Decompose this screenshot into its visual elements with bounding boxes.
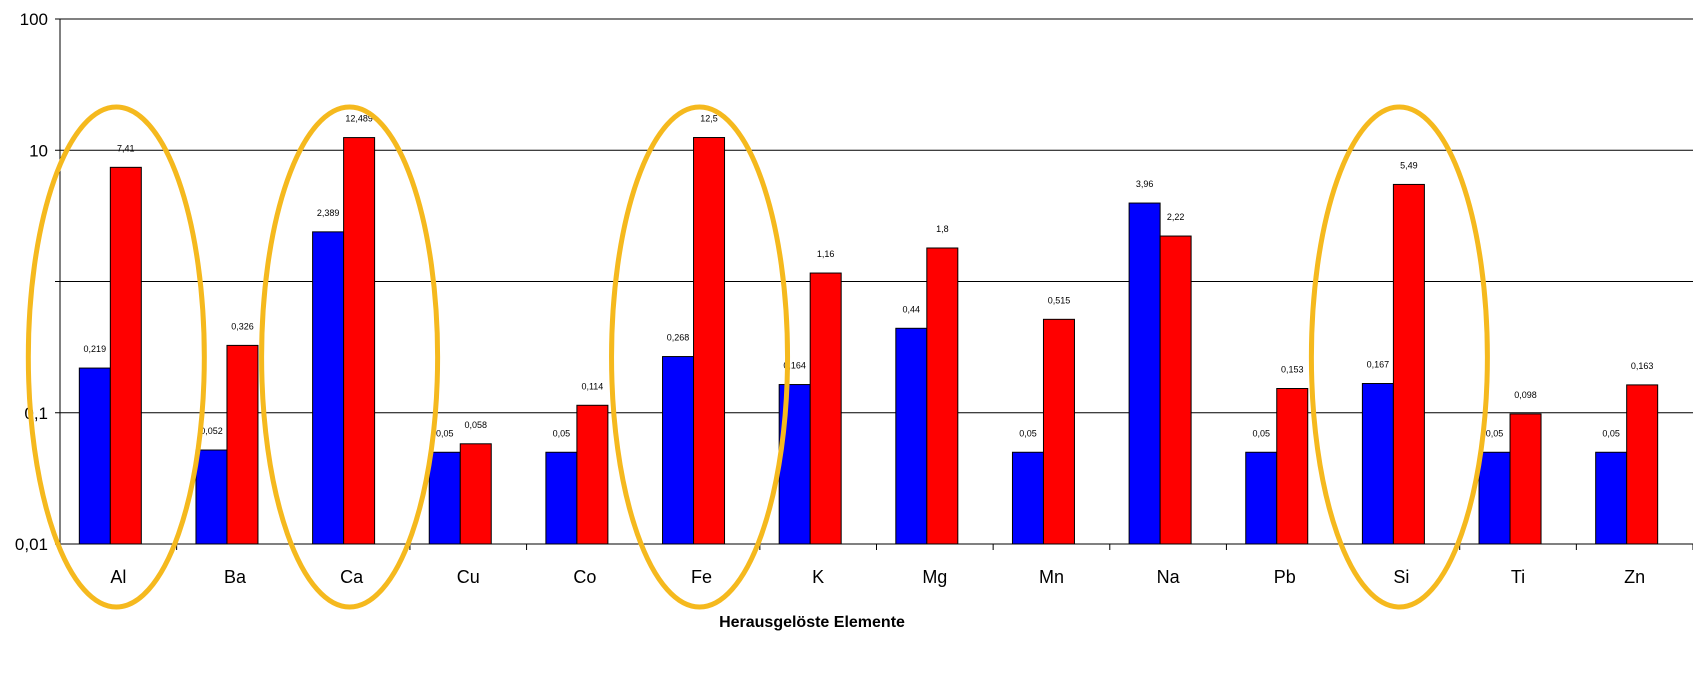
bar-value-label: 0,515 [1048,295,1071,305]
bar-value-label: 7,41 [117,143,135,153]
x-tick-label: Mg [922,567,947,587]
data-labels: 0,219 7,41 0,052 0,326 2,389 12,489 0,05 0,058 0… [84,114,1654,439]
bar-value-label: 1,8 [936,224,949,234]
bar-value-label: 0,219 [84,344,107,354]
bar [109,166,142,545]
bar [1392,183,1425,545]
y-tick-label: 0,01 [15,535,48,554]
bar-value-label: 5,49 [1400,160,1418,170]
bars [78,137,1659,545]
bar-value-label: 2,389 [317,208,340,218]
bar-value-label: 0,268 [667,333,690,343]
bar-value-label: 0,114 [581,381,603,391]
bar [1361,383,1394,545]
x-tick-label: Al [110,567,126,587]
bar [78,367,111,545]
bar-value-label: 0,164 [783,361,806,371]
x-tick-label: Mn [1039,567,1064,587]
bar-value-label: 0,167 [1367,360,1390,370]
bar-value-label: 2,22 [1167,212,1185,222]
bar [312,231,345,545]
x-tick-label: Co [573,567,596,587]
bar [545,451,578,545]
bar [662,356,695,545]
bar-value-label: 0,326 [231,321,254,331]
bar-value-label: 0,44 [903,304,921,314]
x-tick-label: Ca [340,567,364,587]
highlight-ellipse [1308,104,1490,610]
x-tick-label: Ba [224,567,247,587]
bar-value-label: 0,05 [1019,428,1037,438]
bar [343,137,376,545]
bar-value-label: 12,5 [700,114,718,124]
x-tick-label: Na [1157,567,1181,587]
bar [1128,202,1161,545]
x-tick-label: Fe [691,567,712,587]
bar [895,327,928,545]
bar-value-label: 1,16 [817,249,835,259]
bar-value-label: 3,96 [1136,179,1154,189]
bar-value-label: 12,489 [345,114,373,124]
x-tick-label: Cu [457,567,480,587]
bar [428,451,461,545]
bar-value-label: 0,05 [1602,428,1620,438]
bar-value-label: 0,05 [1486,428,1504,438]
bar [1042,318,1075,545]
bar [459,443,492,545]
bar [576,404,609,545]
bar-value-label: 0,05 [436,428,454,438]
x-tick-label: Si [1393,567,1409,587]
bar-value-label: 0,153 [1281,365,1304,375]
bar [1478,451,1511,545]
bar-value-label: 0,163 [1631,361,1654,371]
x-tick-label: Zn [1624,567,1645,587]
bar-value-label: 0,058 [464,420,487,430]
x-tick-label: K [812,567,824,587]
bar [693,137,726,545]
bar [1626,384,1659,545]
bar [1509,413,1542,545]
x-axis-title: Herausgelöste Elemente [719,614,905,631]
x-tick-label: Pb [1274,567,1296,587]
bar [1595,451,1628,545]
highlight-ellipses [25,104,1490,610]
bar [1159,235,1192,545]
highlight-ellipse [259,104,441,610]
bar [195,449,228,545]
bar-value-label: 0,052 [200,426,223,436]
bar-value-label: 0,098 [1514,390,1537,400]
bar-value-label: 0,05 [553,428,571,438]
y-tick-label: 10 [29,141,48,160]
bar [1276,388,1309,545]
grid-lines [60,18,1693,414]
y-tick-label: 100 [20,10,48,29]
bar [1245,451,1278,545]
x-tick-label: Ti [1511,567,1525,587]
bar [226,344,259,545]
bar [809,272,842,545]
highlight-ellipse [25,104,207,610]
highlight-ellipse [609,104,791,610]
bar [926,247,959,545]
bar-value-label: 0,05 [1252,428,1270,438]
bar [1011,451,1044,545]
